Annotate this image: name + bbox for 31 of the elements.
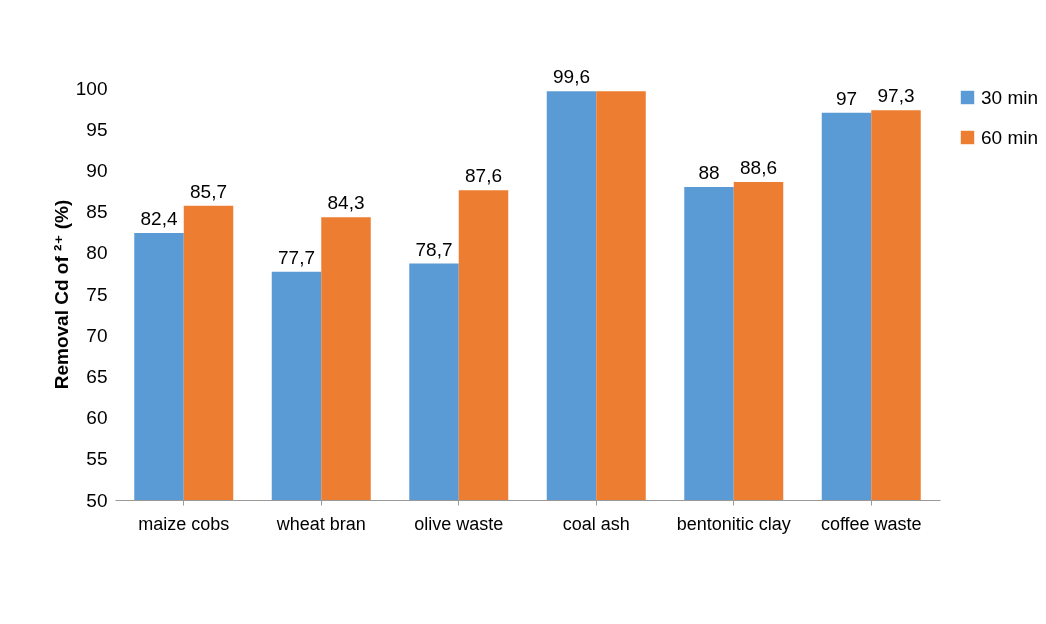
y-tick-label: 100: [75, 77, 108, 99]
data-label: 84,3: [327, 192, 365, 214]
data-label: 88,6: [740, 156, 777, 178]
x-tick-label: coffee waste: [820, 513, 922, 534]
legend-label: 60 min: [981, 126, 1039, 148]
data-label: 87,6: [465, 165, 502, 187]
y-tick-label: 80: [86, 242, 108, 264]
y-tick-label: 50: [86, 489, 108, 511]
y-axis-title: Removal Cd of ²⁺ (%): [50, 199, 72, 390]
data-label: 99,6: [553, 66, 590, 88]
x-tick-label: coal ash: [562, 513, 630, 534]
y-tick-label: 60: [86, 407, 108, 429]
y-tick-label: 70: [86, 324, 108, 346]
data-label: 78,7: [415, 238, 453, 260]
data-label: 88: [698, 161, 720, 183]
x-tick-label: wheat bran: [275, 513, 366, 534]
y-tick-label: 95: [86, 118, 108, 140]
x-tick-label: olive waste: [414, 513, 504, 534]
data-label: 85,7: [190, 180, 227, 202]
x-tick-label: bentonitic clay: [676, 513, 791, 534]
y-tick-label: 90: [86, 159, 108, 181]
x-tick-label: maize cobs: [138, 513, 230, 534]
y-tick-label: 75: [86, 283, 108, 305]
data-label: 77,7: [278, 246, 315, 268]
data-label: 97: [835, 87, 858, 109]
y-tick-label: 55: [86, 448, 108, 470]
data-label: 82,4: [140, 208, 178, 230]
legend-label: 30 min: [981, 86, 1039, 108]
y-tick-label: 65: [86, 365, 108, 387]
data-label: 97,3: [877, 85, 915, 107]
y-tick-label: 85: [86, 201, 108, 223]
